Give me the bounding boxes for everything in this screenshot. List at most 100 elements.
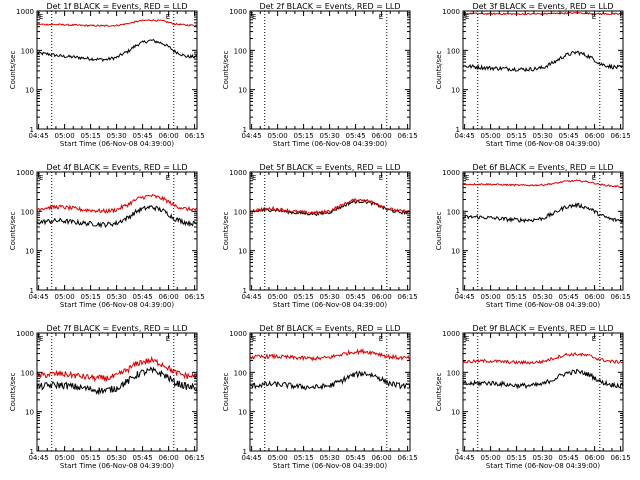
marker-label: E <box>39 13 43 21</box>
x-axis-label: Start Time (06-Nov-08 04:39:00) <box>486 301 600 309</box>
plot-frame <box>36 10 198 130</box>
x-tick-label: 05:30 <box>107 293 127 301</box>
marker-label: E <box>379 13 383 21</box>
panel-title: Det 9f BLACK = Events, RED = LLD <box>472 324 613 333</box>
y-tick-label: 1000 <box>442 8 460 16</box>
series-events-line <box>463 50 623 72</box>
y-tick-label: 1 <box>456 126 460 134</box>
y-tick-label: 1 <box>243 126 247 134</box>
y-tick-label: 10 <box>451 409 460 417</box>
x-tick-label: 06:00 <box>159 454 179 462</box>
panel-title: Det 4f BLACK = Events, RED = LLD <box>46 163 187 172</box>
x-tick-label: 05:45 <box>559 293 579 301</box>
y-tick-label: 100 <box>21 369 34 377</box>
data-area <box>250 197 410 217</box>
x-tick-label: 05:00 <box>55 132 75 140</box>
panel-title: Det 1f BLACK = Events, RED = LLD <box>46 2 187 11</box>
x-tick-label: 05:15 <box>81 293 101 301</box>
series-lld-line <box>37 355 197 383</box>
y-tick-label: 1 <box>30 287 34 295</box>
y-tick-label: 1000 <box>16 330 34 338</box>
y-tick-label: 1 <box>456 448 460 456</box>
y-tick-label: 1000 <box>442 169 460 177</box>
series-events-line <box>37 366 197 396</box>
plot-frame <box>249 171 411 291</box>
x-tick-label: 05:45 <box>346 132 366 140</box>
x-tick-label: 04:45 <box>242 454 262 462</box>
x-tick-label: 05:00 <box>55 293 75 301</box>
marker-label: E <box>252 13 256 21</box>
x-tick-label: 05:45 <box>346 293 366 301</box>
x-tick-label: 05:45 <box>346 454 366 462</box>
y-axis-label: Counts/sec <box>222 373 230 412</box>
plot-frame <box>36 332 198 452</box>
x-tick-label: 05:15 <box>294 293 314 301</box>
x-tick-label: 05:00 <box>268 454 288 462</box>
y-axis-label: Counts/sec <box>435 212 443 251</box>
x-tick-label: 05:30 <box>107 132 127 140</box>
x-tick-label: 05:30 <box>533 293 553 301</box>
y-tick-label: 10 <box>238 248 247 256</box>
x-tick-label: 05:00 <box>481 132 501 140</box>
x-tick-label: 04:45 <box>455 293 475 301</box>
y-axis-label: Counts/sec <box>222 51 230 90</box>
y-tick-label: 1000 <box>229 8 247 16</box>
x-axis-label: Start Time (06-Nov-08 04:39:00) <box>273 140 387 148</box>
x-tick-label: 05:00 <box>481 293 501 301</box>
x-tick-label: 06:00 <box>372 293 392 301</box>
y-tick-label: 100 <box>234 208 247 216</box>
y-tick-label: 10 <box>25 409 34 417</box>
x-tick-label: 05:45 <box>559 454 579 462</box>
y-tick-label: 1 <box>456 287 460 295</box>
series-events-line <box>250 370 410 391</box>
y-tick-label: 10 <box>238 409 247 417</box>
plot-frame <box>462 171 624 291</box>
x-axis-label: Start Time (06-Nov-08 04:39:00) <box>486 462 600 470</box>
x-tick-label: 05:00 <box>55 454 75 462</box>
x-tick-label: 06:15 <box>611 293 631 301</box>
x-tick-label: 06:00 <box>372 454 392 462</box>
plot-frame <box>249 332 411 452</box>
x-tick-label: 05:30 <box>533 132 553 140</box>
y-tick-label: 1 <box>243 448 247 456</box>
x-tick-label: 05:15 <box>507 132 527 140</box>
marker-label: E <box>252 335 256 343</box>
x-axis-label: Start Time (06-Nov-08 04:39:00) <box>60 301 174 309</box>
x-tick-label: 05:00 <box>268 132 288 140</box>
y-tick-label: 1000 <box>229 330 247 338</box>
x-tick-label: 06:00 <box>585 293 605 301</box>
data-area <box>37 193 197 229</box>
x-tick-label: 05:15 <box>507 293 527 301</box>
marker-label: E <box>39 335 43 343</box>
y-tick-label: 100 <box>447 208 460 216</box>
y-tick-label: 10 <box>451 248 460 256</box>
y-axis-label: Counts/sec <box>435 373 443 412</box>
marker-label: E <box>465 13 469 21</box>
x-tick-label: 06:15 <box>185 132 205 140</box>
series-lld-line <box>250 197 410 216</box>
marker-label: E <box>592 335 596 343</box>
x-tick-label: 05:15 <box>81 132 101 140</box>
x-tick-label: 05:15 <box>81 454 101 462</box>
y-tick-label: 1 <box>30 126 34 134</box>
y-tick-label: 100 <box>21 208 34 216</box>
x-tick-label: 04:45 <box>455 132 475 140</box>
y-tick-label: 1000 <box>16 8 34 16</box>
x-tick-label: 04:45 <box>242 293 262 301</box>
marker-label: E <box>166 13 170 21</box>
x-tick-label: 05:45 <box>559 132 579 140</box>
x-axis-label: Start Time (06-Nov-08 04:39:00) <box>60 140 174 148</box>
x-tick-label: 06:00 <box>372 132 392 140</box>
x-tick-label: 06:15 <box>398 132 418 140</box>
marker-label: E <box>166 335 170 343</box>
marker-label: E <box>166 174 170 182</box>
series-events-line <box>37 205 197 229</box>
y-axis-label: Counts/sec <box>9 51 17 90</box>
